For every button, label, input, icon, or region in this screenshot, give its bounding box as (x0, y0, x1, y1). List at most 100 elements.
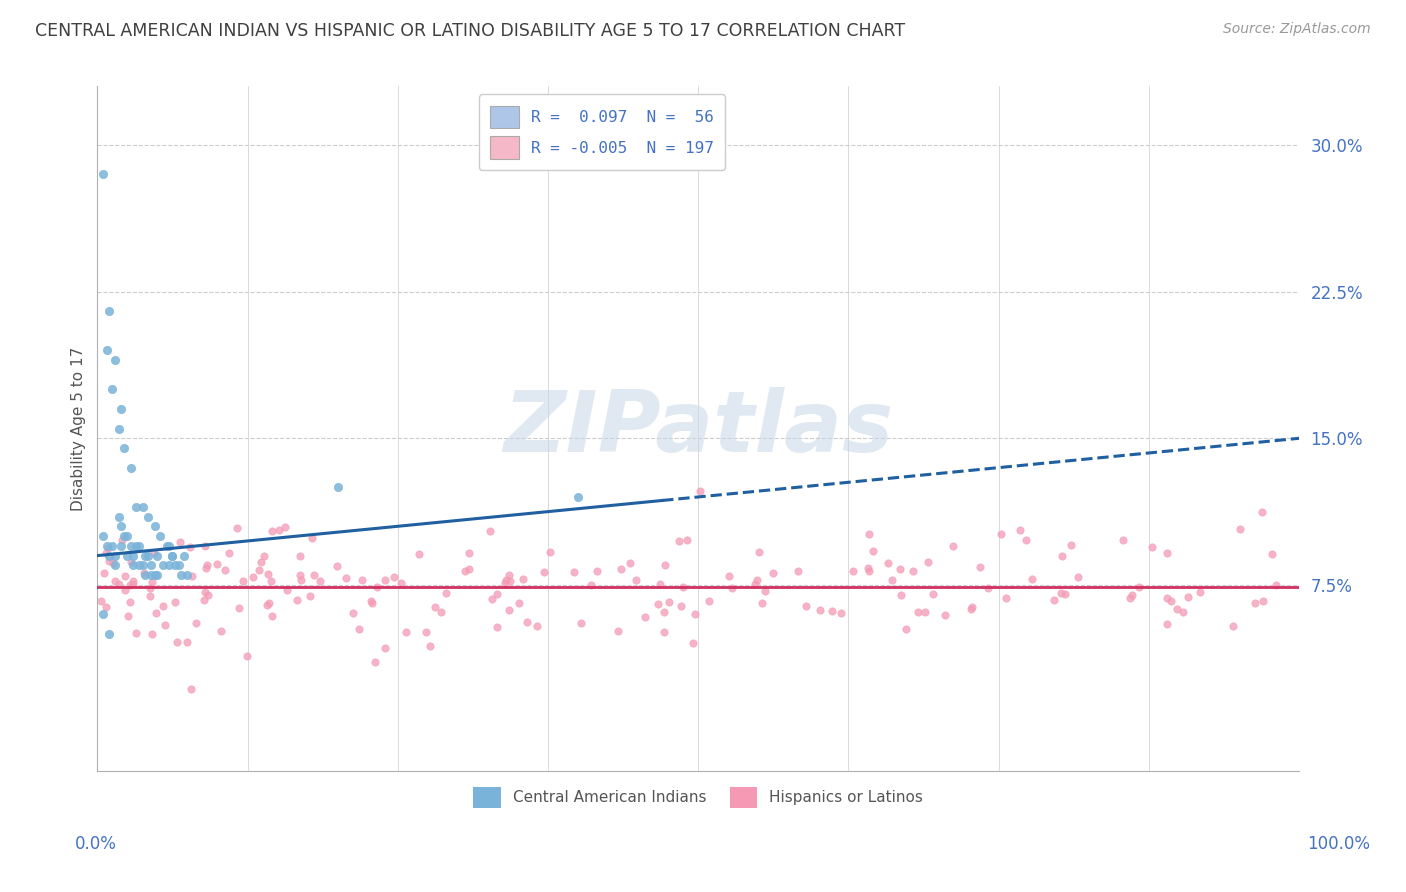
Point (917, 555, 939, 569)
Point (562, 565, 585, 579)
Point (668, 534, 690, 549)
Point (104, 558, 127, 573)
Point (110, 539, 132, 553)
Point (121, 574, 143, 588)
Text: 100.0%: 100.0% (1308, 835, 1369, 853)
Point (112, 441, 135, 455)
Point (117, 549, 139, 563)
Point (748, 544, 770, 558)
Point (457, 562, 479, 576)
Point (214, 563, 236, 577)
Point (1128, 580, 1150, 594)
Point (143, 568, 166, 582)
Point (274, 519, 297, 533)
Point (309, 574, 332, 588)
Point (882, 573, 904, 587)
Point (721, 581, 744, 595)
Point (236, 648, 259, 663)
Point (242, 570, 264, 584)
Point (226, 520, 249, 534)
Point (159, 539, 181, 553)
Point (395, 625, 418, 640)
Y-axis label: Disability Age 5 to 17: Disability Age 5 to 17 (72, 346, 86, 510)
Point (122, 576, 145, 591)
Point (269, 523, 291, 537)
Point (132, 566, 155, 581)
Point (145, 606, 167, 620)
Point (634, 609, 657, 624)
Point (808, 603, 831, 617)
Point (658, 595, 681, 609)
Point (360, 594, 382, 608)
Point (97, 541, 120, 555)
Point (1251, 505, 1274, 519)
Point (136, 549, 159, 563)
Point (389, 575, 412, 590)
Point (820, 604, 842, 618)
Point (134, 568, 156, 582)
Point (654, 624, 676, 639)
Point (841, 564, 863, 578)
Point (195, 558, 218, 572)
Point (969, 560, 991, 574)
Point (128, 558, 150, 573)
Point (796, 599, 818, 613)
Point (98, 549, 121, 563)
Point (96, 539, 118, 553)
Point (288, 549, 311, 564)
Point (104, 549, 127, 563)
Point (98, 554, 121, 568)
Point (347, 622, 370, 636)
Point (675, 533, 697, 548)
Point (619, 556, 641, 570)
Point (257, 596, 280, 610)
Point (751, 596, 773, 610)
Point (408, 547, 430, 561)
Point (114, 569, 136, 583)
Point (108, 576, 131, 591)
Point (169, 535, 191, 549)
Point (288, 567, 311, 582)
Point (146, 568, 169, 582)
Point (194, 585, 217, 599)
Point (890, 588, 912, 602)
Point (114, 583, 136, 598)
Point (110, 519, 132, 533)
Point (179, 540, 201, 554)
Point (647, 597, 669, 611)
Point (124, 626, 146, 640)
Point (856, 561, 879, 575)
Point (104, 353, 127, 368)
Point (977, 582, 1000, 596)
Point (1156, 546, 1178, 560)
Point (232, 574, 254, 589)
Point (117, 608, 139, 623)
Text: CENTRAL AMERICAN INDIAN VS HISPANIC OR LATINO DISABILITY AGE 5 TO 17 CORRELATION: CENTRAL AMERICAN INDIAN VS HISPANIC OR L… (35, 22, 905, 40)
Point (141, 575, 163, 590)
Point (689, 484, 711, 499)
Point (683, 607, 706, 622)
Point (153, 617, 176, 632)
Point (112, 529, 135, 543)
Point (1222, 619, 1244, 633)
Point (903, 564, 925, 578)
Point (434, 586, 457, 600)
Point (606, 624, 628, 639)
Point (485, 620, 508, 634)
Point (90, 594, 112, 608)
Point (94, 599, 117, 614)
Point (423, 599, 446, 614)
Point (143, 519, 166, 533)
Point (276, 582, 298, 597)
Point (1265, 578, 1288, 592)
Point (1156, 617, 1178, 632)
Point (538, 545, 561, 559)
Point (894, 622, 917, 636)
Point (170, 568, 193, 582)
Point (669, 599, 692, 613)
Point (184, 615, 207, 630)
Point (498, 574, 520, 588)
Point (652, 605, 675, 619)
Point (567, 490, 589, 504)
Point (1171, 605, 1194, 619)
